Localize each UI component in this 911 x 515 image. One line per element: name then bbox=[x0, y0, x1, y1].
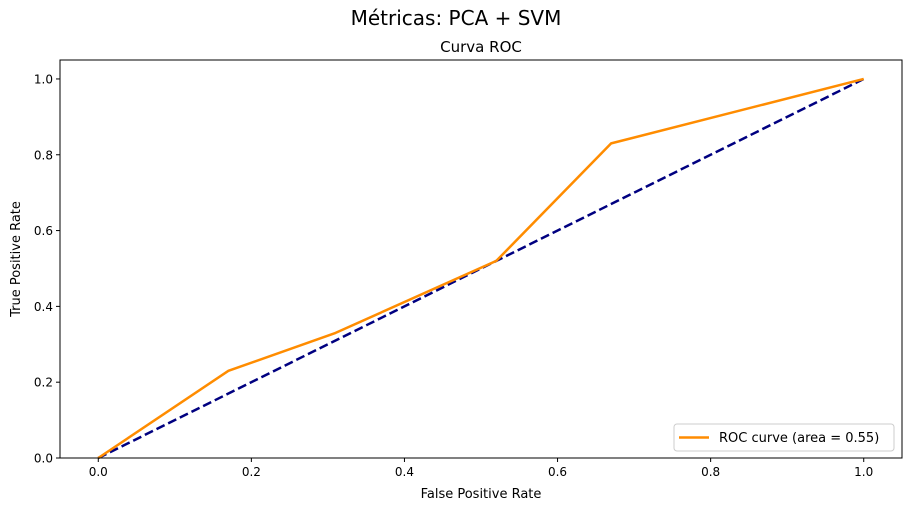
x-tick-label: 0.6 bbox=[548, 465, 567, 479]
figure-suptitle: Métricas: PCA + SVM bbox=[351, 6, 562, 30]
y-axis-label: True Positive Rate bbox=[9, 201, 24, 318]
series-layer bbox=[97, 77, 865, 460]
y-tick-label: 0.2 bbox=[34, 376, 53, 390]
x-tick-label: 1.0 bbox=[854, 465, 873, 479]
legend-label-roc-curve: ROC curve (area = 0.55) bbox=[719, 431, 879, 446]
series-line-roc-curve bbox=[97, 77, 865, 460]
y-tick-label: 0.6 bbox=[34, 224, 53, 238]
plot-area-frame bbox=[59, 59, 903, 459]
x-tick-label: 0.0 bbox=[89, 465, 108, 479]
x-tick-label: 0.8 bbox=[701, 465, 720, 479]
y-tick-label: 0.4 bbox=[34, 300, 53, 314]
y-tick-label: 0.8 bbox=[34, 148, 53, 162]
x-tick-label: 0.2 bbox=[242, 465, 261, 479]
axis-ticks: 0.0 0.2 0.4 0.6 0.8 1.0 0.0 0.2 0.4 0.6 0.8 1.0 bbox=[34, 72, 873, 479]
legend-box bbox=[673, 423, 895, 452]
y-tick-label: 0.0 bbox=[34, 452, 53, 466]
x-axis-label: False Positive Rate bbox=[421, 487, 542, 502]
chart-title: Curva ROC bbox=[440, 38, 522, 56]
x-tick-label: 0.4 bbox=[395, 465, 414, 479]
legend: ROC curve (area = 0.55) bbox=[673, 423, 895, 452]
y-tick-label: 1.0 bbox=[34, 72, 53, 86]
